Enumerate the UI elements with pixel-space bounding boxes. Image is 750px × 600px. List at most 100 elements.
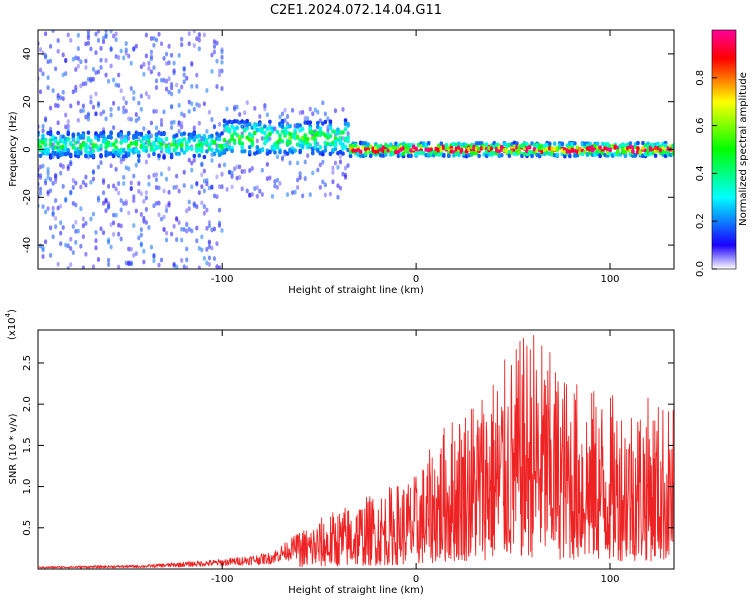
heatmap-cell — [122, 200, 126, 206]
colorbar-gradient — [712, 30, 736, 269]
heatmap-cell — [116, 132, 121, 137]
heatmap-cell — [280, 111, 285, 117]
heatmap-cell — [127, 246, 131, 252]
heatmap-cell — [96, 137, 101, 142]
heatmap-cell — [61, 89, 65, 95]
heatmap-cell — [303, 159, 307, 165]
heatmap-cell — [132, 173, 136, 179]
heatmap-cell — [202, 178, 206, 184]
heatmap-xlabel: Height of straight line (km) — [288, 285, 424, 296]
heatmap-cell — [124, 47, 128, 53]
heatmap-cell — [101, 109, 106, 115]
heatmap-cell — [260, 167, 264, 173]
heatmap-cell — [43, 31, 48, 37]
heatmap-cell — [84, 182, 88, 188]
heatmap-cell — [175, 184, 179, 190]
heatmap-cell — [162, 131, 166, 137]
heatmap-cell — [167, 166, 171, 172]
heatmap-cell — [144, 195, 148, 201]
heatmap-cell — [530, 153, 534, 159]
heatmap-cell — [48, 132, 53, 137]
heatmap-cells — [38, 30, 674, 269]
heatmap-cell — [225, 106, 229, 112]
heatmap-cell — [253, 186, 257, 191]
heatmap-cell — [169, 85, 174, 91]
heatmap-cell — [180, 124, 184, 130]
heatmap-cell — [137, 153, 141, 159]
heatmap-cell — [104, 208, 108, 214]
heatmap-cell — [86, 150, 91, 156]
heatmap-cell — [64, 112, 68, 118]
heatmap-cell — [598, 145, 602, 150]
heatmap-cell — [187, 31, 191, 37]
heatmap-cell — [190, 60, 194, 66]
heatmap-cell — [86, 40, 91, 46]
heatmap-cell — [94, 238, 98, 244]
snr-ytick-label: 1.0 — [22, 479, 33, 495]
heatmap-cell — [104, 72, 108, 78]
heatmap-cell — [217, 184, 222, 190]
heatmap-cell — [64, 57, 68, 63]
heatmap-cell — [210, 147, 214, 153]
heatmap-cell — [167, 89, 171, 95]
heatmap-cell — [53, 145, 58, 150]
heatmap-cell — [167, 189, 171, 195]
heatmap-cell — [298, 123, 302, 128]
heatmap-cell — [114, 37, 118, 43]
heatmap-cell — [79, 243, 83, 249]
heatmap-cell — [185, 265, 189, 269]
heatmap-cell — [149, 49, 154, 55]
heatmap-cell — [64, 124, 68, 130]
heatmap-cell — [159, 171, 164, 177]
heatmap-cell — [328, 133, 333, 139]
heatmap-cell — [129, 86, 133, 91]
heatmap-cell — [41, 128, 45, 134]
heatmap-cell — [68, 152, 73, 157]
heatmap-cell — [61, 72, 65, 78]
heatmap-cell — [255, 138, 259, 144]
heatmap-cell — [180, 121, 184, 126]
heatmap-cell — [66, 243, 70, 249]
heatmap-cell — [127, 116, 131, 122]
heatmap-cell — [180, 226, 184, 232]
heatmap-cell — [250, 192, 254, 197]
heatmap-cell — [154, 85, 159, 90]
heatmap-cell — [288, 124, 292, 129]
heatmap-cell — [164, 204, 169, 209]
heatmap-cell — [326, 125, 330, 130]
heatmap-cell — [152, 141, 156, 146]
heatmap-cell — [205, 88, 209, 93]
heatmap-cell — [321, 100, 325, 106]
snr-ytick-label: 0.5 — [22, 520, 33, 536]
heatmap-cell — [59, 203, 63, 209]
heatmap-cell — [180, 237, 184, 243]
heatmap-cell — [94, 143, 98, 148]
heatmap-cell — [278, 114, 282, 120]
heatmap-cell — [137, 150, 141, 155]
heatmap-cell — [96, 164, 101, 170]
heatmap-cell — [177, 151, 181, 157]
heatmap-cell — [263, 130, 267, 136]
heatmap-cell — [134, 118, 138, 123]
snr-panel: -100 0 100 0.5 1.0 1.5 2.0 2.5 Height of straig… — [4, 309, 675, 596]
heatmap-cell — [333, 160, 338, 166]
heatmap-cell — [285, 151, 290, 156]
heatmap-cell — [64, 71, 68, 76]
heatmap-cell — [124, 138, 129, 144]
heatmap-cell — [205, 260, 209, 266]
heatmap-cell — [114, 166, 118, 172]
heatmap-cell — [86, 116, 91, 122]
heatmap-cell — [341, 142, 345, 147]
heatmap-cell — [89, 139, 93, 144]
heatmap-cell — [71, 185, 75, 190]
heatmap-cell — [333, 108, 338, 114]
heatmap-cell — [316, 147, 320, 152]
heatmap-cell — [132, 46, 136, 51]
heatmap-cell — [555, 147, 560, 153]
heatmap-cell — [182, 169, 186, 175]
heatmap-cell — [122, 55, 126, 61]
heatmap-cell — [429, 147, 434, 152]
heatmap-cell — [227, 169, 232, 175]
heatmap-cell — [212, 151, 217, 156]
heatmap-cell — [174, 151, 179, 156]
